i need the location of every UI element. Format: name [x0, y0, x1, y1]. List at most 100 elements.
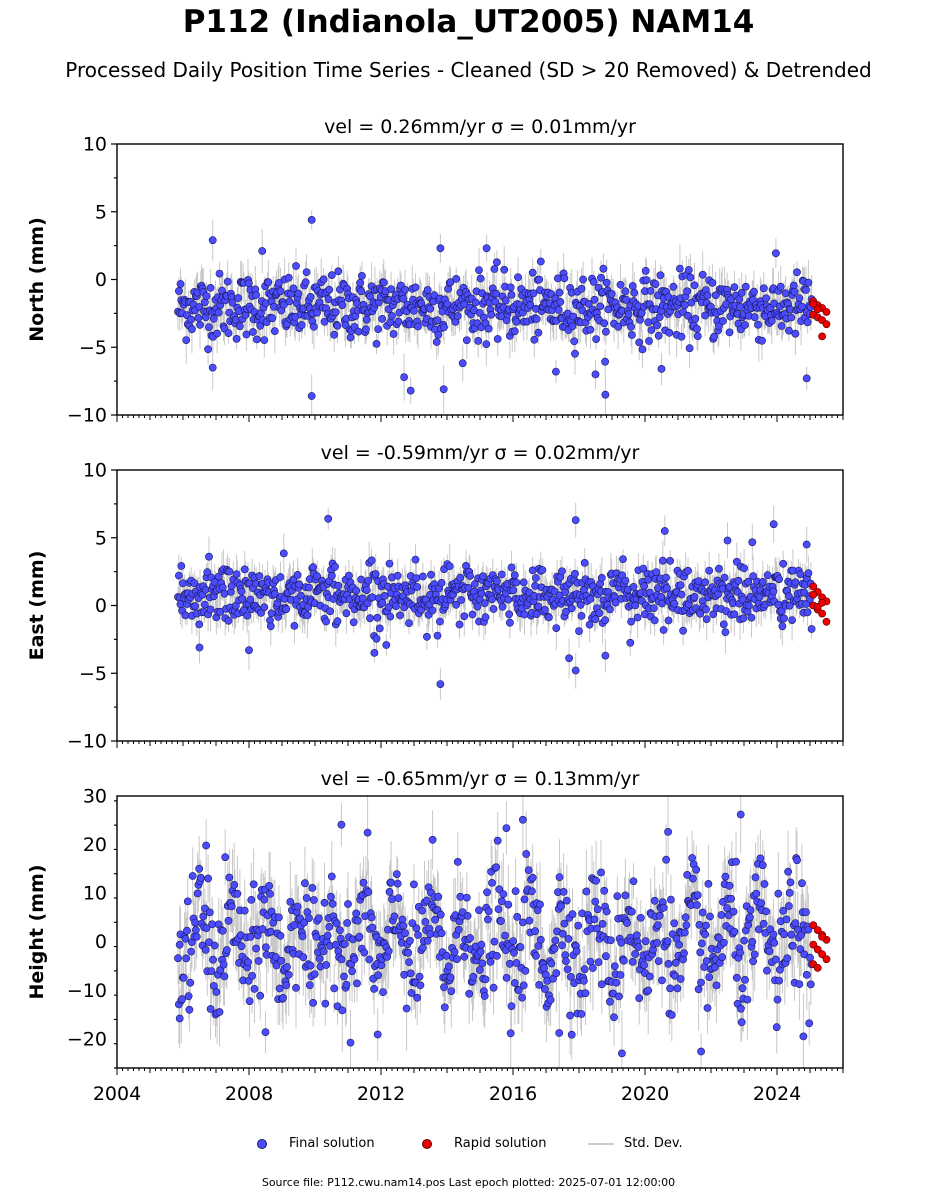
final-solution-point [512, 959, 521, 967]
final-solution-point [208, 363, 217, 372]
final-solution-point [406, 969, 415, 978]
final-solution-point [597, 574, 606, 582]
final-solution-point [689, 874, 697, 883]
final-solution-point [619, 555, 627, 563]
final-solution-point [795, 980, 804, 988]
final-solution-point [708, 278, 717, 287]
final-solution-point [181, 935, 190, 943]
final-solution-point [348, 967, 356, 976]
final-solution-point [629, 583, 638, 591]
final-solution-point [327, 872, 336, 881]
panel-3: 30 20 10 0 −10 −20 2004 2008 2012 2016 2020 2024 vel… [26, 768, 844, 1105]
final-solution-point [471, 298, 480, 307]
final-solution-point [639, 564, 648, 573]
final-solution-point [723, 904, 731, 912]
final-solution-point [802, 908, 810, 916]
final-solution-point [532, 315, 541, 323]
y-tick-label: 0 [95, 931, 107, 953]
final-solution-point [422, 896, 431, 905]
final-solution-point [206, 283, 215, 292]
final-solution-point [590, 915, 599, 924]
final-solution-point [528, 887, 536, 896]
final-solution-point [264, 278, 273, 287]
final-solution-point [711, 963, 719, 972]
final-solution-point [334, 581, 343, 590]
final-solution-point [235, 322, 244, 331]
final-solution-point [205, 908, 214, 917]
rapid-solution-point [822, 308, 831, 316]
final-solution-point [627, 322, 635, 331]
final-solution-point [506, 283, 515, 292]
final-solution-point [221, 853, 230, 862]
final-solution-point [327, 892, 335, 901]
final-solution-point [202, 292, 211, 300]
final-solution-point [525, 916, 534, 925]
final-solution-point [492, 863, 500, 872]
final-solution-point [626, 638, 635, 647]
final-solution-point [671, 958, 680, 967]
final-solution-point [254, 957, 263, 965]
final-solution-point [741, 282, 750, 291]
final-solution-point [367, 556, 376, 565]
final-solution-point [412, 924, 421, 933]
final-solution-point [729, 907, 738, 916]
final-solution-point [592, 876, 600, 885]
final-solution-point [401, 929, 409, 938]
final-solution-point [257, 609, 265, 617]
final-solution-point [793, 268, 801, 277]
final-solution-point [406, 386, 415, 395]
final-solution-point [783, 954, 792, 963]
final-solution-point [385, 888, 394, 896]
final-solution-point [738, 984, 747, 993]
final-solution-point [373, 613, 382, 622]
final-solution-point [428, 835, 437, 844]
final-solution-point [460, 612, 469, 621]
final-solution-point [346, 1038, 355, 1047]
y-tick-label: −5 [79, 663, 107, 685]
final-solution-point [490, 265, 499, 273]
final-solution-point [408, 919, 417, 927]
rapid-solution-point [813, 305, 822, 314]
final-solution-point [759, 284, 768, 293]
final-solution-point [349, 618, 358, 627]
final-solution-point [303, 611, 312, 620]
final-solution-point [208, 920, 217, 929]
final-solution-point [405, 936, 414, 945]
final-solution-point [200, 600, 209, 609]
final-solution-point [772, 1023, 781, 1032]
final-solution-point [534, 602, 543, 611]
final-solution-point [676, 975, 685, 983]
final-solution-point [582, 887, 591, 896]
final-solution-point [632, 931, 641, 940]
final-solution-point [564, 935, 573, 943]
final-solution-point [780, 614, 788, 623]
y-axis-label: Height (mm) [26, 864, 48, 999]
final-solution-point [677, 332, 686, 341]
final-solution-point [580, 965, 589, 974]
final-solution-point [698, 908, 707, 917]
final-solution-point [568, 910, 577, 919]
final-solution-point [453, 312, 462, 320]
final-solution-point [305, 583, 313, 592]
final-solution-point [452, 600, 461, 609]
final-solution-point [798, 302, 806, 311]
final-solution-point [784, 867, 792, 876]
final-solution-point [245, 646, 253, 655]
final-solution-point [379, 988, 387, 996]
y-tick-label: 0 [95, 269, 107, 291]
final-solution-point [476, 947, 485, 956]
final-solution-point [789, 941, 797, 950]
final-solution-point [205, 552, 213, 561]
final-solution-point [536, 935, 545, 944]
final-solution-point [209, 314, 218, 323]
final-solution-point [696, 948, 705, 957]
final-solution-point [494, 905, 503, 913]
final-solution-point [785, 326, 793, 335]
final-solution-point [242, 330, 251, 339]
final-solution-point [732, 973, 741, 982]
final-solution-point [396, 611, 404, 620]
final-solution-point [758, 336, 766, 345]
final-solution-point [201, 946, 210, 954]
final-solution-point [612, 978, 621, 987]
final-solution-point [547, 959, 556, 968]
